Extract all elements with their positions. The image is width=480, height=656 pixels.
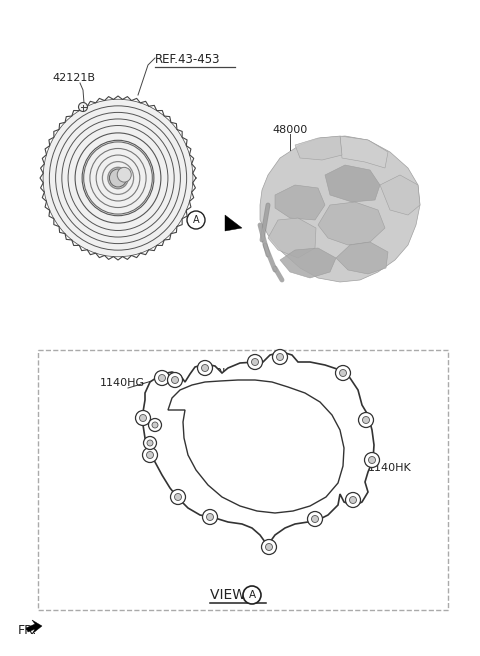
- Polygon shape: [325, 165, 380, 202]
- Polygon shape: [336, 242, 388, 274]
- Polygon shape: [295, 136, 342, 160]
- Circle shape: [273, 350, 288, 365]
- Text: FR.: FR.: [18, 623, 37, 636]
- Polygon shape: [280, 248, 336, 278]
- Circle shape: [243, 586, 261, 604]
- Polygon shape: [168, 380, 344, 513]
- Polygon shape: [340, 136, 388, 168]
- Circle shape: [362, 417, 370, 424]
- Circle shape: [364, 453, 380, 468]
- Circle shape: [79, 102, 87, 112]
- Circle shape: [152, 422, 158, 428]
- Circle shape: [202, 365, 208, 371]
- Circle shape: [144, 436, 156, 449]
- Text: 48000: 48000: [272, 125, 307, 135]
- Circle shape: [168, 373, 182, 388]
- Text: 1140HG: 1140HG: [195, 368, 240, 378]
- Circle shape: [140, 415, 146, 422]
- Text: A: A: [249, 590, 255, 600]
- Bar: [38, 350, 448, 610]
- Polygon shape: [275, 185, 325, 220]
- Circle shape: [262, 539, 276, 554]
- Circle shape: [187, 211, 205, 229]
- Text: 42121B: 42121B: [52, 73, 95, 83]
- Circle shape: [276, 354, 284, 361]
- Circle shape: [148, 419, 161, 432]
- Circle shape: [155, 371, 169, 386]
- Circle shape: [197, 361, 213, 375]
- Circle shape: [265, 544, 273, 550]
- Polygon shape: [260, 136, 420, 282]
- Circle shape: [252, 358, 259, 365]
- Circle shape: [171, 377, 179, 384]
- Circle shape: [147, 440, 153, 446]
- Polygon shape: [318, 202, 385, 245]
- Circle shape: [369, 457, 375, 464]
- Circle shape: [346, 493, 360, 508]
- Circle shape: [146, 451, 154, 459]
- Circle shape: [158, 375, 166, 382]
- Polygon shape: [225, 215, 242, 231]
- Circle shape: [349, 497, 357, 504]
- Circle shape: [170, 489, 185, 504]
- Circle shape: [248, 354, 263, 369]
- Text: 1140HK: 1140HK: [368, 463, 412, 473]
- Polygon shape: [26, 620, 42, 634]
- Circle shape: [359, 413, 373, 428]
- Ellipse shape: [44, 100, 192, 256]
- Circle shape: [308, 512, 323, 527]
- Circle shape: [336, 365, 350, 380]
- Text: A: A: [192, 215, 199, 225]
- Ellipse shape: [109, 169, 127, 187]
- Circle shape: [203, 510, 217, 525]
- Ellipse shape: [117, 167, 131, 182]
- Text: 1140HG: 1140HG: [100, 378, 145, 388]
- Circle shape: [135, 411, 151, 426]
- Polygon shape: [380, 175, 420, 215]
- Text: REF.43-453: REF.43-453: [155, 53, 220, 66]
- Text: VIEW: VIEW: [210, 588, 251, 602]
- Polygon shape: [143, 352, 374, 550]
- Circle shape: [143, 447, 157, 462]
- Polygon shape: [268, 218, 316, 258]
- Circle shape: [312, 516, 319, 522]
- Circle shape: [339, 369, 347, 377]
- Circle shape: [206, 514, 214, 520]
- Circle shape: [175, 493, 181, 501]
